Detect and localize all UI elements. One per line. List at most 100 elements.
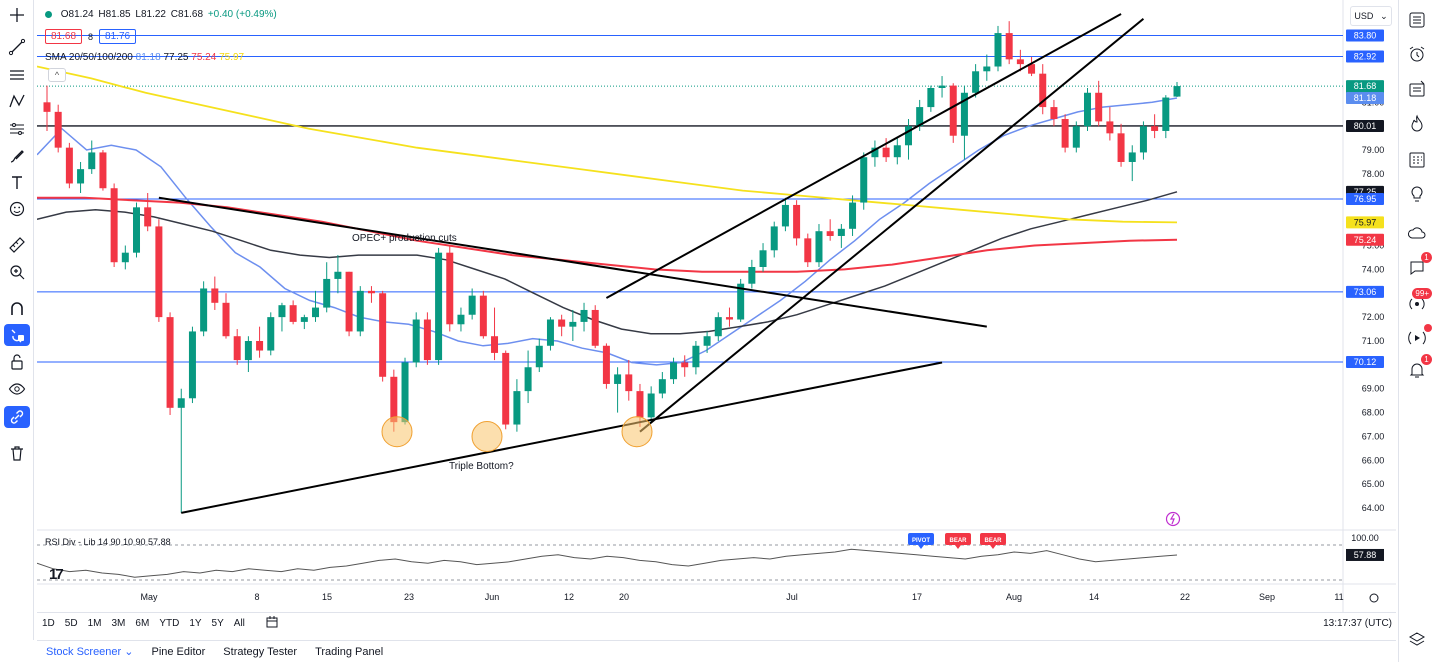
- timeframe-all[interactable]: All: [233, 618, 245, 629]
- candle-body: [636, 391, 644, 418]
- lightbulb-icon[interactable]: [1404, 182, 1430, 206]
- low-value: L81.22: [135, 9, 166, 20]
- price-label-bg: [1346, 216, 1384, 229]
- candle-body: [43, 102, 51, 112]
- hotlist-flame-icon[interactable]: [1404, 112, 1430, 136]
- candle-body: [77, 169, 85, 184]
- candle-body: [155, 226, 163, 318]
- candle-body: [837, 228, 845, 236]
- emoji-icon[interactable]: [4, 198, 30, 220]
- candle-body: [916, 107, 924, 127]
- candle-body: [356, 290, 364, 332]
- candle-body: [927, 87, 935, 108]
- candle-body: [446, 252, 454, 325]
- buy-button[interactable]: 81.76: [99, 29, 137, 44]
- candle-body: [390, 376, 398, 423]
- alerts-badge: 99+: [1412, 288, 1432, 299]
- price-label: 82.92: [1354, 51, 1377, 61]
- tradingview-logo[interactable]: 17: [49, 566, 64, 583]
- alerts-broadcast-icon[interactable]: 99+: [1404, 288, 1432, 316]
- tab-stock-screener[interactable]: Stock Screener ⌄: [46, 646, 134, 658]
- horizontal-lines-icon[interactable]: [4, 64, 30, 86]
- link-icon[interactable]: [4, 406, 30, 428]
- candle-body: [658, 379, 666, 394]
- chart-pane[interactable]: 81.0080.0079.0078.0077.0076.0075.0074.00…: [37, 0, 1396, 640]
- rsi-value-label: 57.88: [1354, 550, 1377, 560]
- ruler-icon[interactable]: [4, 234, 30, 256]
- price-label: 76.95: [1354, 194, 1377, 204]
- price-label: 73.06: [1354, 287, 1377, 297]
- candle-body: [815, 231, 823, 263]
- candle-body: [188, 331, 196, 399]
- timeframe-1y[interactable]: 1Y: [189, 618, 202, 629]
- data-window-icon[interactable]: [1404, 78, 1430, 102]
- pattern-tool-icon[interactable]: [4, 90, 30, 112]
- crosshair-icon[interactable]: [4, 4, 30, 26]
- watchlist-icon[interactable]: [1404, 8, 1430, 32]
- time-tick: 8: [254, 592, 259, 602]
- brush-icon[interactable]: [4, 145, 30, 167]
- sma-legend[interactable]: SMA 20/50/100/200 81.18 77.25 75.24 75.9…: [45, 52, 244, 63]
- chart-canvas[interactable]: 81.0080.0079.0078.0077.0076.0075.0074.00…: [37, 0, 1396, 612]
- price-label: 75.97: [1354, 217, 1377, 227]
- timeframe-5y[interactable]: 5Y: [211, 618, 224, 629]
- candle-body: [99, 152, 107, 189]
- streams-icon[interactable]: [1404, 324, 1432, 350]
- timeframe-3m[interactable]: 3M: [111, 618, 126, 629]
- price-tick: 79.00: [1362, 145, 1385, 155]
- collapse-legend-button[interactable]: ^: [48, 68, 66, 82]
- layers-icon[interactable]: [1404, 628, 1430, 652]
- zoom-in-icon[interactable]: [4, 261, 30, 283]
- candle-body: [177, 398, 185, 408]
- price-tick: 71.00: [1362, 336, 1385, 346]
- timeframe-bar: 1D 5D 1M 3M 6M YTD 1Y 5Y All 13:17:37 (UTC): [37, 612, 1396, 634]
- chat-cloud-icon[interactable]: [1404, 222, 1430, 246]
- high-value: H81.85: [98, 9, 131, 20]
- sell-button[interactable]: 81.68: [45, 29, 83, 44]
- notifications-bell-icon[interactable]: 1: [1404, 354, 1432, 382]
- calendar-icon[interactable]: [260, 615, 284, 632]
- candle-body: [614, 374, 622, 384]
- trendline: [158, 196, 987, 328]
- bid-ask-panel: 81.68 8 81.76: [45, 29, 137, 44]
- rsi-value-bg: [1346, 548, 1384, 561]
- right-sidebar: 1 99+ 1: [1398, 0, 1432, 662]
- calendar-grid-icon[interactable]: [1404, 148, 1430, 172]
- candle-body: [569, 321, 577, 327]
- alarm-clock-icon[interactable]: [1404, 42, 1430, 66]
- timeframe-6m[interactable]: 6M: [135, 618, 150, 629]
- timeframe-5d[interactable]: 5D: [64, 618, 78, 629]
- trash-icon[interactable]: [4, 442, 30, 464]
- trendline: [181, 361, 943, 514]
- tab-trading-panel[interactable]: Trading Panel: [315, 645, 384, 658]
- timeframe-1d[interactable]: 1D: [42, 618, 55, 629]
- lock-drawings-icon[interactable]: [4, 324, 30, 346]
- text-tool-icon[interactable]: [4, 172, 30, 194]
- tab-pine-editor[interactable]: Pine Editor: [151, 645, 206, 658]
- candle-body: [300, 317, 308, 322]
- candle-body: [65, 147, 73, 184]
- price-label: 81.18: [1354, 93, 1377, 103]
- candle-body: [1083, 92, 1091, 127]
- candle-body: [457, 314, 465, 325]
- currency-select[interactable]: USD ⌄: [1350, 6, 1392, 26]
- forecast-tool-icon[interactable]: [4, 118, 30, 140]
- candle-body: [938, 85, 946, 88]
- timeframe-1m[interactable]: 1M: [87, 618, 102, 629]
- tab-strategy-tester[interactable]: Strategy Tester: [223, 645, 298, 658]
- candle-body: [233, 336, 241, 361]
- ideas-icon[interactable]: 1: [1404, 252, 1432, 280]
- utc-clock[interactable]: 13:17:37 (UTC): [1323, 618, 1392, 629]
- candle-body: [737, 283, 745, 320]
- magnet-icon[interactable]: [4, 298, 30, 320]
- candle-body: [513, 391, 521, 425]
- candle-body: [323, 278, 331, 308]
- rsi-legend[interactable]: RSI Div - Lib 14 90 10 90 57.88: [45, 537, 171, 547]
- candle-body: [681, 362, 689, 368]
- eye-icon[interactable]: [4, 378, 30, 400]
- unlock-icon[interactable]: [4, 351, 30, 373]
- time-tick: 11: [1334, 592, 1343, 602]
- timeframe-ytd[interactable]: YTD: [159, 618, 180, 629]
- trendline-tool-icon[interactable]: [4, 36, 30, 58]
- price-tick: 69.00: [1362, 384, 1385, 394]
